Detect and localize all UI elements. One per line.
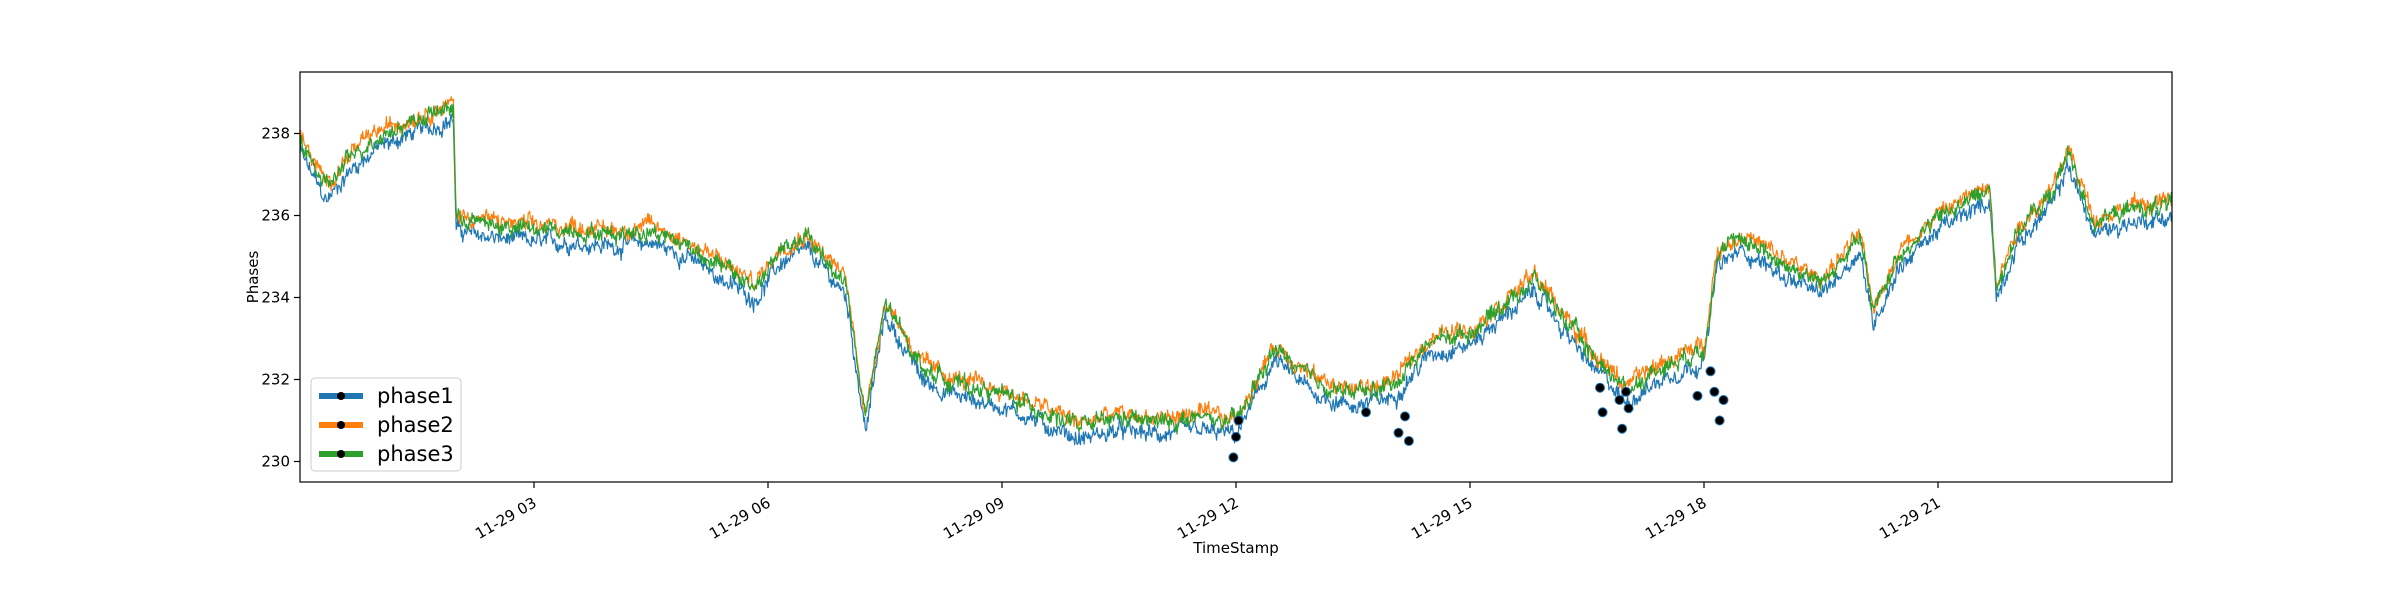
y-tick-label: 232 [261,371,290,389]
anomaly-point [1617,423,1628,434]
anomaly-point [1595,382,1605,393]
anomaly-point [1692,390,1703,401]
y-tick-label: 236 [261,207,290,225]
anomaly-point [1718,395,1729,405]
y-axis-label: Phases [244,251,262,304]
anomaly-point [1621,386,1631,397]
anomaly-point [1597,407,1608,418]
legend-marker-phase3 [337,450,345,458]
anomaly-point [1623,403,1634,414]
legend: phase1 phase2 phase3 [310,377,462,472]
legend-entry-phase3: phase3 [319,442,454,466]
legend-label-phase1: phase1 [377,384,454,408]
legend-entry-phase2: phase2 [319,413,454,437]
anomaly-point [1228,452,1239,463]
anomaly-point [1400,411,1410,422]
y-tick-label: 234 [261,289,290,307]
x-axis-label: TimeStamp [1192,539,1278,557]
legend-marker-phase1 [337,392,345,400]
legend-box [310,377,462,472]
anomaly-point [1393,427,1404,438]
legend-label-phase2: phase2 [377,413,454,437]
legend-label-phase3: phase3 [377,442,454,466]
anomaly-point [1714,415,1725,426]
y-tick-label: 230 [261,453,290,471]
legend-entry-phase1: phase1 [319,384,454,408]
anomaly-point [1614,395,1625,405]
anomaly-markers [1228,366,1729,463]
anomaly-point [1403,436,1414,446]
legend-marker-phase2 [337,421,345,429]
y-axis: 230 232 234 236 238 [261,125,300,471]
anomaly-point [1233,415,1244,426]
y-tick-label: 238 [261,125,290,143]
anomaly-point [1361,407,1371,418]
anomaly-point [1709,386,1720,397]
anomaly-point [1231,431,1241,442]
anomaly-point [1705,366,1716,377]
